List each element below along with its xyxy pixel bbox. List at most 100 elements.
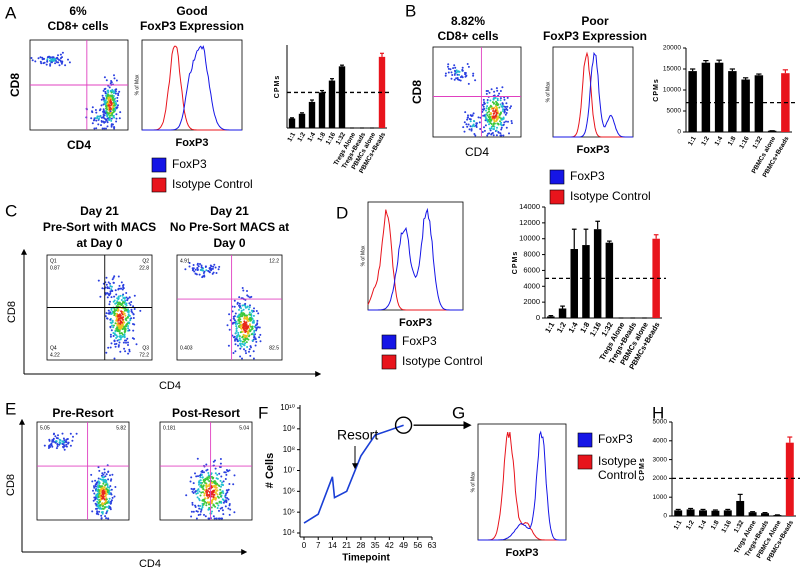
flow-event <box>117 318 120 321</box>
flow-event <box>104 112 107 115</box>
flow-event <box>106 111 109 114</box>
flow-event <box>232 352 235 354</box>
flow-event <box>212 489 215 492</box>
flow-event <box>196 496 199 499</box>
flow-event <box>490 127 493 130</box>
flow-event <box>204 265 207 268</box>
flow-event <box>112 109 115 112</box>
flow-event <box>247 295 250 298</box>
flow-event <box>99 478 102 481</box>
flow-event <box>111 496 114 499</box>
flow-event <box>96 498 99 501</box>
flow-event <box>238 304 240 307</box>
flow-event <box>245 326 248 329</box>
flow-event <box>490 132 493 135</box>
flow-event <box>123 330 126 333</box>
axis-label: CD4 <box>159 380 181 392</box>
flow-event <box>495 129 498 132</box>
flow-event <box>105 473 108 476</box>
flow-event <box>99 295 102 298</box>
flow-event <box>221 517 224 520</box>
flow-event <box>485 107 488 110</box>
histogram-x-label: FoxP3 <box>175 137 208 149</box>
flow-event <box>217 268 220 271</box>
flow-event <box>192 510 195 513</box>
gate-value: 5.04 <box>239 425 249 431</box>
flow-event <box>114 92 117 95</box>
flow-event <box>212 496 215 499</box>
flow-event <box>122 327 125 330</box>
bar <box>754 75 764 132</box>
flow-event <box>105 107 107 110</box>
flow-event <box>95 489 98 492</box>
flow-event <box>30 57 33 59</box>
flow-event <box>122 320 125 323</box>
flow-event <box>464 111 467 114</box>
legend-label: FoxP3 <box>570 169 605 183</box>
flow-y-label: CD8 <box>410 80 424 104</box>
flow-event <box>199 485 202 488</box>
flow-event <box>40 62 43 65</box>
flow-event <box>100 485 103 488</box>
y-tick-label: 8000 <box>523 250 540 259</box>
panel-label: E <box>5 399 16 418</box>
flow-event <box>102 120 105 123</box>
flow-event <box>222 492 225 495</box>
flow-event <box>100 124 102 127</box>
flow-event <box>214 498 217 500</box>
flow-event <box>109 99 112 102</box>
flow-event <box>234 323 237 325</box>
flow-event <box>206 494 209 497</box>
flow-event <box>117 330 120 333</box>
flow-event <box>453 73 456 76</box>
flow-event <box>106 94 109 97</box>
flow-event <box>205 489 208 492</box>
flow-event <box>57 54 59 57</box>
flow-event <box>508 132 510 135</box>
flow-event <box>486 111 489 114</box>
flow-event <box>207 490 210 493</box>
flow-event <box>97 477 100 480</box>
flow-event <box>113 77 116 80</box>
bar <box>328 80 336 128</box>
flow-event <box>215 477 218 480</box>
flow-event <box>127 327 130 330</box>
flow-event <box>126 322 129 325</box>
histogram-x-label: FoxP3 <box>576 144 609 156</box>
flow-event <box>234 343 237 346</box>
gate-value: 4.91 <box>180 258 190 264</box>
flow-event <box>102 103 105 106</box>
axis-label: CD8 <box>5 474 17 496</box>
flow-event <box>492 134 495 137</box>
flow-event <box>482 98 485 101</box>
flow-event <box>493 112 496 115</box>
flow-event <box>39 60 42 63</box>
flow-event <box>112 114 115 117</box>
flow-event <box>469 125 472 128</box>
flow-event <box>212 515 215 518</box>
x-tick-label: 0 <box>302 541 307 550</box>
flow-event <box>95 485 97 488</box>
flow-event <box>54 441 57 444</box>
flow-event <box>110 91 113 94</box>
flow-event <box>192 492 195 494</box>
flow-event <box>504 106 507 108</box>
flow-event <box>50 61 53 64</box>
y-tick-label: 10¹⁰ <box>280 403 295 412</box>
flow-event <box>247 308 250 311</box>
flow-event <box>233 315 236 318</box>
flow-event <box>43 444 46 447</box>
y-tick-label: 20000 <box>663 45 681 52</box>
x-tick-label: 1:1 <box>687 135 698 147</box>
flow-event <box>57 434 59 437</box>
flow-event <box>251 339 254 342</box>
flow-event <box>472 72 475 75</box>
flow-event <box>498 106 501 109</box>
flow-event <box>114 345 117 348</box>
bar <box>711 510 720 516</box>
flow-event <box>119 287 122 290</box>
bar <box>318 92 326 128</box>
flow-event <box>229 508 232 511</box>
flow-event <box>467 65 470 68</box>
flow-event <box>233 511 236 514</box>
